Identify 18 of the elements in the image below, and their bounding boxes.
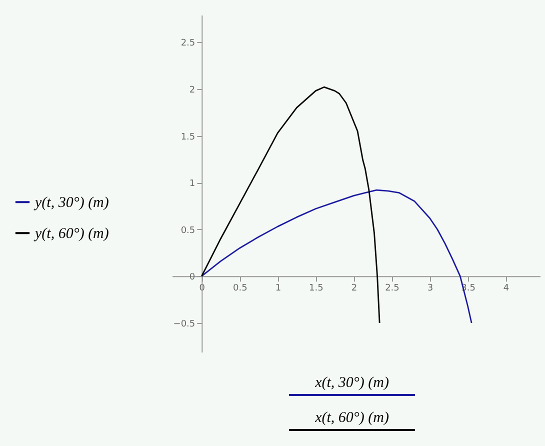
x-tick-label: 2	[351, 284, 358, 294]
y-tick-label: 2.5	[180, 38, 196, 49]
legend-label: y(t, 60°) (m)	[33, 226, 109, 242]
legend-label: y(t, 30°) (m)	[33, 195, 109, 212]
x-tick-label: 1.5	[309, 284, 324, 294]
x-tick-label: 0.5	[233, 284, 248, 294]
x-tick-label: 1	[275, 284, 282, 294]
y-tick-label: 0.5	[180, 226, 196, 236]
x-tick-label: 4	[503, 284, 510, 294]
line-series	[200, 86, 380, 324]
x-tick-label: 2.5	[385, 284, 400, 294]
text: x(t, 30°) (m)	[314, 375, 389, 391]
text: x(t, 60°) (m)	[314, 410, 389, 426]
y-tick-label: 1	[189, 179, 196, 190]
y-tick-label: −0.5	[173, 319, 196, 330]
x-tick-label: 3	[427, 284, 434, 294]
y-tick-label: 2	[189, 85, 196, 96]
y-tick-label: 1.5	[180, 132, 196, 142]
